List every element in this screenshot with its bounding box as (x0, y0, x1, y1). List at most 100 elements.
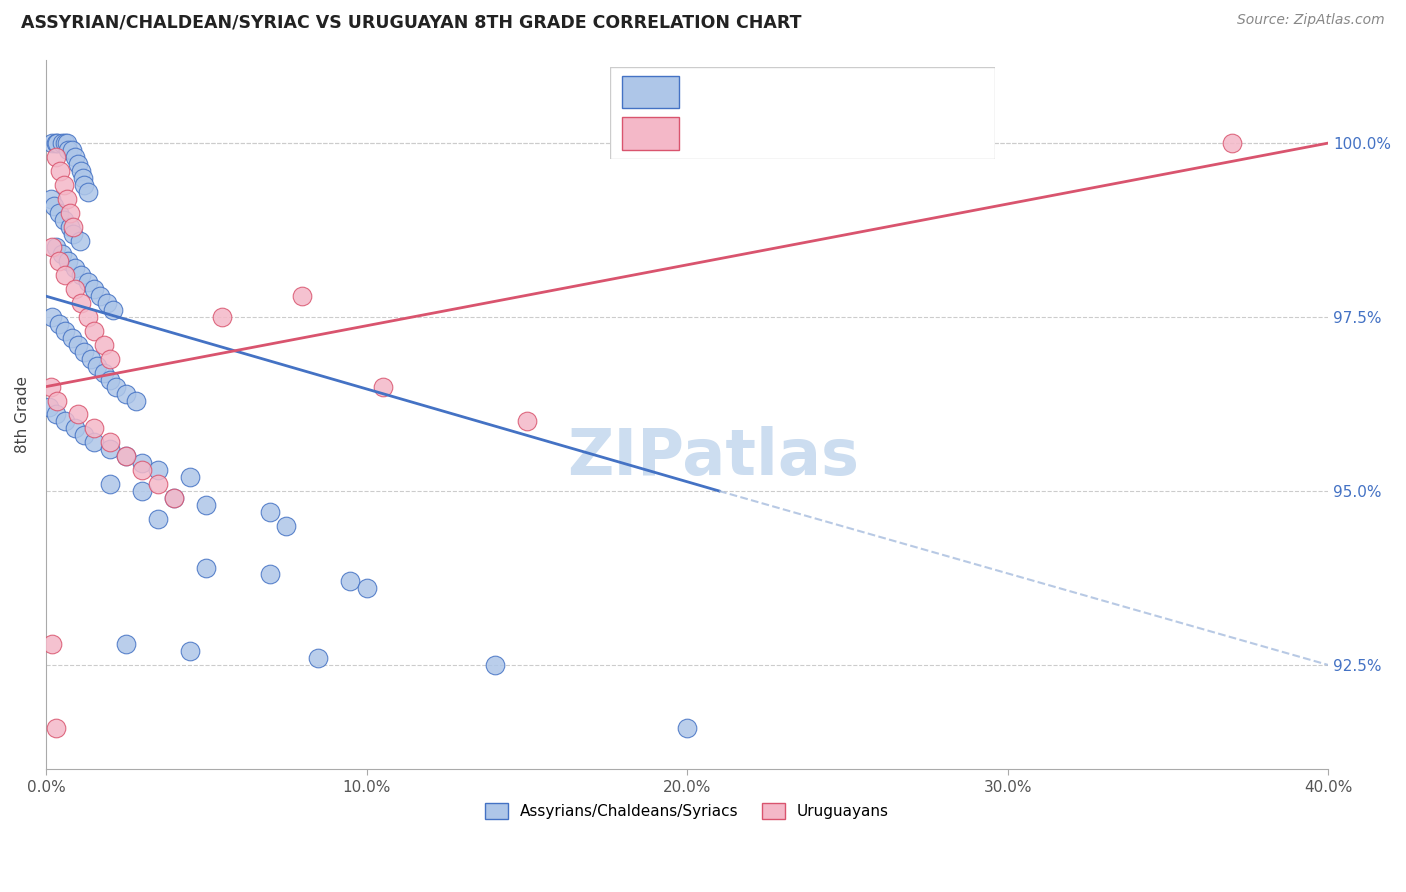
Point (105, 379, 128, 393)
Point (52, 178, 75, 192)
Point (59, 205, 82, 219)
Point (339, 574, 361, 589)
Point (46, 393, 69, 408)
Point (356, 582, 378, 596)
Point (41, 240, 63, 254)
Point (96, 296, 118, 310)
Text: ZIPatlas: ZIPatlas (567, 426, 859, 488)
Point (48, 317, 70, 331)
Point (83, 324, 105, 338)
Point (73, 428, 96, 442)
Point (73, 344, 96, 359)
Point (179, 644, 201, 658)
Point (72, 170, 94, 185)
Point (163, 491, 186, 505)
Point (63, 261, 86, 276)
Point (276, 518, 298, 533)
Point (70, 268, 93, 283)
Point (83, 421, 105, 435)
Point (195, 498, 218, 512)
Point (46, 136, 69, 150)
Point (131, 463, 153, 477)
Point (51, 136, 73, 150)
Point (516, 414, 538, 428)
Point (93, 338, 115, 352)
Point (83, 435, 105, 450)
Point (259, 567, 281, 582)
Point (146, 512, 169, 526)
Legend: Assyrians/Chaldeans/Syriacs, Uruguayans: Assyrians/Chaldeans/Syriacs, Uruguayans (479, 797, 896, 825)
Point (39, 379, 62, 393)
Point (115, 386, 138, 401)
Point (259, 505, 281, 519)
Point (53, 324, 76, 338)
Point (41, 136, 63, 150)
Point (63, 282, 86, 296)
Point (42, 199, 65, 213)
Point (56, 136, 79, 150)
Text: Source: ZipAtlas.com: Source: ZipAtlas.com (1237, 13, 1385, 28)
Point (80, 351, 103, 366)
Point (86, 359, 108, 373)
Point (45, 136, 67, 150)
Text: ASSYRIAN/CHALDEAN/SYRIAC VS URUGUAYAN 8TH GRADE CORRELATION CHART: ASSYRIAN/CHALDEAN/SYRIAC VS URUGUAYAN 8T… (21, 13, 801, 31)
Point (70, 164, 93, 178)
Point (131, 456, 153, 470)
Point (76, 275, 98, 289)
Point (98, 373, 121, 387)
Point (76, 310, 98, 324)
Point (58, 254, 80, 268)
Point (63, 421, 86, 435)
Point (59, 219, 82, 234)
Point (69, 234, 91, 248)
Point (131, 483, 153, 498)
Point (41, 310, 63, 324)
Point (38, 401, 60, 415)
Y-axis label: 8th Grade: 8th Grade (15, 376, 30, 453)
Point (53, 136, 76, 150)
Point (83, 282, 105, 296)
Point (125, 393, 148, 408)
Point (48, 254, 70, 268)
Point (307, 651, 329, 665)
Point (89, 289, 111, 303)
Point (66, 157, 89, 171)
Point (53, 414, 76, 428)
Point (73, 178, 96, 192)
Point (98, 442, 121, 457)
Point (45, 150, 67, 164)
Point (98, 477, 121, 491)
Point (115, 449, 138, 463)
Point (98, 351, 121, 366)
Point (53, 268, 76, 283)
Point (62, 227, 84, 241)
Point (56, 192, 79, 206)
Point (49, 164, 72, 178)
Point (63, 150, 86, 164)
Point (93, 366, 115, 380)
Point (39, 192, 62, 206)
Point (62, 219, 84, 234)
Point (484, 657, 506, 672)
Point (51, 247, 73, 261)
Point (45, 721, 67, 735)
Point (41, 637, 63, 651)
Point (58, 143, 80, 157)
Point (45, 240, 67, 254)
Point (163, 491, 186, 505)
Point (146, 477, 169, 491)
Point (1220, 136, 1243, 150)
Point (76, 185, 98, 199)
Point (66, 408, 89, 422)
Point (179, 470, 201, 484)
Point (676, 721, 699, 735)
Point (60, 143, 83, 157)
Point (52, 212, 75, 227)
Point (70, 296, 93, 310)
Point (371, 379, 394, 393)
Point (211, 310, 233, 324)
Point (45, 408, 67, 422)
Point (48, 205, 70, 219)
Point (291, 289, 314, 303)
Point (98, 435, 121, 450)
